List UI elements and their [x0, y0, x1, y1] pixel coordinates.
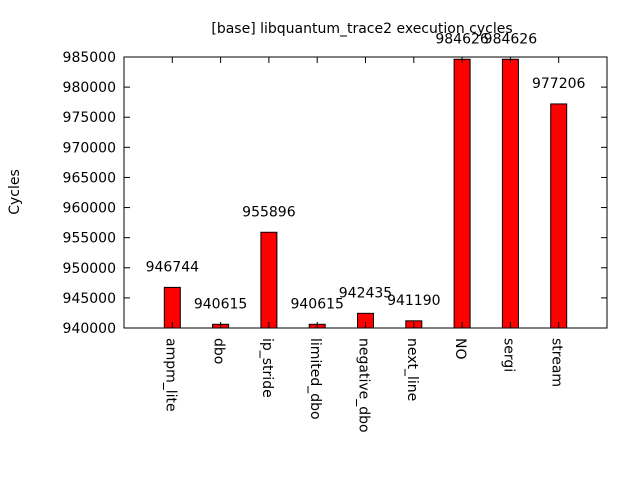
- y-axis-ticks: 940000 945000 950000 955000 960000 965000 9700…: [63, 50, 607, 337]
- bar-value-label: 977206: [532, 76, 586, 92]
- bar-value-label: 940615: [194, 296, 247, 312]
- bar-value-label: 984626: [435, 31, 489, 47]
- bars: [163, 58, 568, 329]
- bar-value-label: 940615: [290, 296, 343, 312]
- x-axis-ticks: ampm_lite dbo ip_stride limited_dbo negative…: [162, 57, 565, 433]
- bar-value-labels: 9467449406159558969406159424359411909846…: [146, 31, 586, 312]
- y-tick-label: 985000: [63, 50, 116, 66]
- y-tick-label: 960000: [63, 201, 116, 217]
- y-tick-label: 940000: [63, 321, 116, 337]
- x-tick-label: negative_dbo: [356, 338, 372, 433]
- bar-value-label: 941190: [387, 293, 440, 309]
- bar-value-label: 946744: [146, 259, 200, 275]
- bar-value-label: 955896: [242, 204, 296, 220]
- y-tick-label: 965000: [63, 170, 116, 186]
- y-tick-label: 955000: [63, 231, 116, 247]
- bar: [501, 58, 519, 329]
- x-tick-label: ampm_lite: [162, 338, 178, 412]
- bar-value-label: 942435: [339, 285, 392, 301]
- bar: [550, 103, 568, 329]
- bar: [260, 231, 278, 329]
- chart-title: [base] libquantum_trace2 execution cycle…: [211, 21, 512, 37]
- x-tick-label: sergi: [500, 338, 516, 372]
- y-tick-label: 975000: [63, 110, 116, 126]
- bar: [453, 58, 471, 329]
- y-tick-label: 970000: [63, 140, 116, 156]
- x-tick-label: limited_dbo: [307, 338, 323, 420]
- y-axis-label: Cycles: [7, 169, 23, 215]
- x-tick-label: next_line: [404, 338, 420, 401]
- y-tick-label: 980000: [63, 80, 116, 96]
- x-tick-label: stream: [549, 338, 565, 387]
- bar: [163, 286, 181, 329]
- bar-value-label: 984626: [484, 31, 538, 47]
- x-tick-label: dbo: [211, 338, 227, 364]
- y-tick-label: 950000: [63, 261, 116, 277]
- y-tick-label: 945000: [63, 291, 116, 307]
- x-tick-label: NO: [452, 338, 468, 360]
- x-tick-label: ip_stride: [259, 338, 275, 398]
